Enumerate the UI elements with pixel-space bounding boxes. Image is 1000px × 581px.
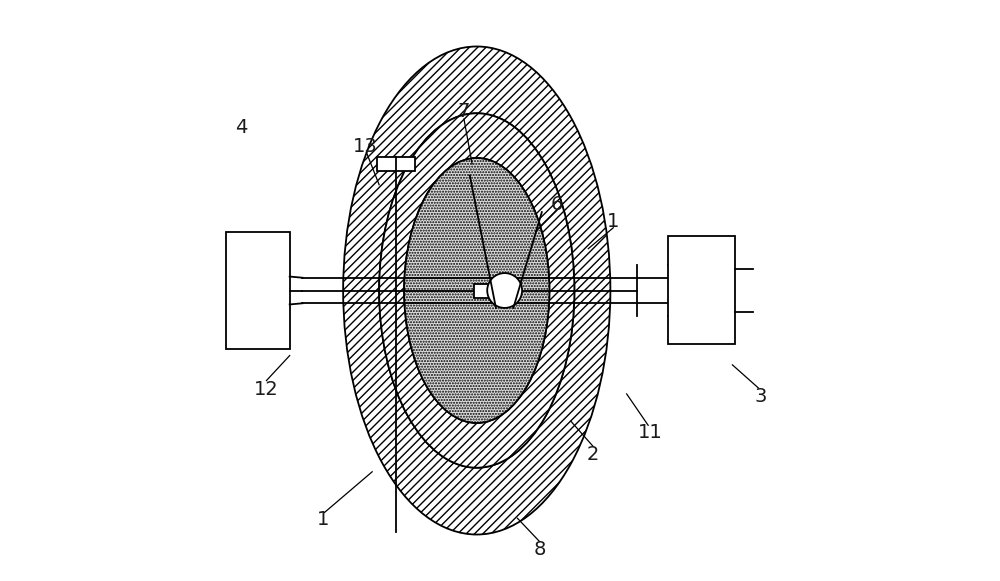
Text: 11: 11 xyxy=(638,424,662,442)
Text: 12: 12 xyxy=(254,380,279,399)
Text: 7: 7 xyxy=(458,102,470,121)
Circle shape xyxy=(487,273,522,308)
Ellipse shape xyxy=(343,46,610,535)
Text: 3: 3 xyxy=(754,387,766,406)
Bar xyxy=(226,232,290,349)
Ellipse shape xyxy=(379,113,574,468)
Text: 1: 1 xyxy=(317,511,329,529)
Text: 6: 6 xyxy=(551,195,563,214)
Text: 8: 8 xyxy=(533,540,546,558)
Bar xyxy=(668,236,735,344)
Ellipse shape xyxy=(404,158,549,423)
Text: 4: 4 xyxy=(235,119,248,137)
Text: 1: 1 xyxy=(607,213,619,231)
Ellipse shape xyxy=(379,113,574,468)
Bar xyxy=(474,284,495,298)
Text: 2: 2 xyxy=(587,445,599,464)
Bar xyxy=(377,157,415,171)
Ellipse shape xyxy=(404,158,549,423)
Text: 13: 13 xyxy=(353,137,378,156)
